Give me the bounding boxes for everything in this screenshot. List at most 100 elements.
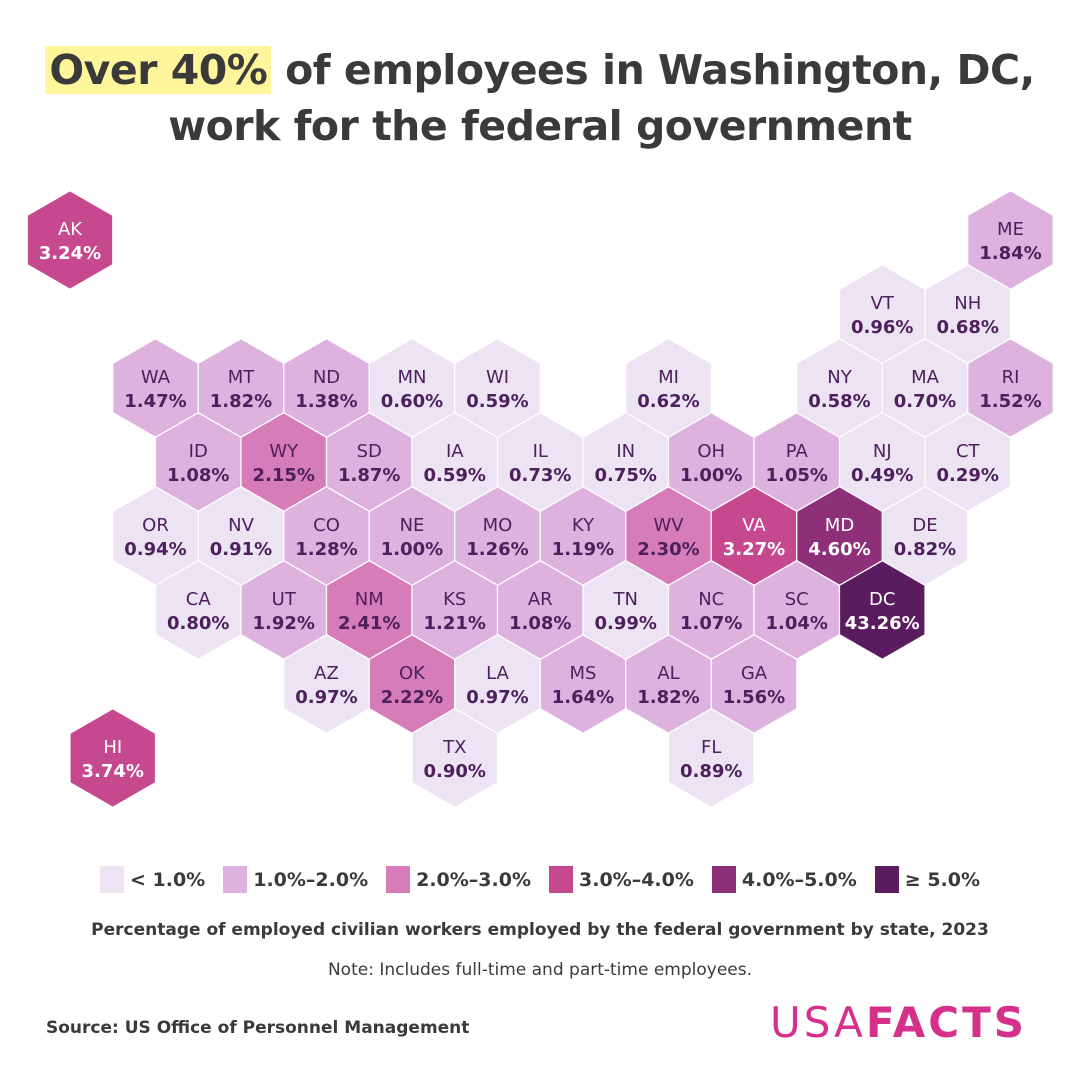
state-tile-dc: DC 43.26% (838, 560, 926, 660)
state-tile-ma: MA 0.70% (881, 338, 969, 438)
state-value: 4.60% (808, 539, 870, 560)
state-abbr: RI (1002, 367, 1020, 388)
logo-part2: FACTS (865, 998, 1028, 1047)
state-abbr: MA (911, 367, 940, 388)
state-value: 1.87% (338, 465, 400, 486)
state-value: 1.38% (295, 391, 357, 412)
state-tile-nd: ND 1.38% (283, 338, 370, 438)
title-line1: of employees in Washington, DC, (271, 46, 1035, 94)
state-tile-nv: NV 0.91% (197, 486, 285, 586)
title-highlight: Over 40% (45, 46, 272, 94)
legend-item: < 1.0% (99, 866, 205, 893)
state-abbr: IA (446, 441, 464, 462)
state-value: 0.49% (851, 465, 913, 486)
state-abbr: CA (186, 589, 212, 610)
state-abbr: WY (269, 441, 299, 462)
state-abbr: IL (533, 441, 548, 462)
state-abbr: MI (658, 367, 679, 388)
state-tile-id: ID 1.08% (154, 412, 242, 512)
state-abbr: MD (825, 515, 854, 536)
state-value: 0.96% (851, 317, 913, 338)
state-value: 1.64% (552, 687, 614, 708)
state-tile-ri: RI 1.52% (967, 338, 1054, 438)
legend-swatch (549, 866, 573, 893)
legend-item: 2.0%–3.0% (386, 866, 531, 893)
state-abbr: NJ (873, 441, 892, 462)
state-tile-wa: WA 1.47% (112, 338, 199, 438)
state-tile-oh: OH 1.00% (667, 412, 755, 512)
state-abbr: OK (399, 663, 426, 684)
chart-note: Note: Includes full-time and part-time e… (327, 960, 753, 980)
state-abbr: WI (486, 367, 509, 388)
state-tile-pa: PA 1.05% (753, 412, 841, 512)
state-abbr: IN (616, 441, 635, 462)
state-abbr: DE (912, 515, 937, 536)
legend-label: 4.0%–5.0% (741, 868, 857, 891)
state-tile-il: IL 0.73% (496, 412, 584, 512)
state-value: 1.82% (637, 687, 699, 708)
state-tile-ks: KS 1.21% (411, 560, 499, 660)
state-abbr: ME (997, 219, 1024, 240)
state-abbr: UT (272, 589, 297, 610)
state-abbr: VA (742, 515, 766, 536)
state-value: 1.56% (723, 687, 785, 708)
legend-label: 3.0%–4.0% (579, 868, 694, 891)
state-value: 2.22% (381, 687, 443, 708)
usafacts-logo: USAFACTS (770, 998, 1027, 1047)
chart-title: Over 40% of employees in Washington, DC,… (0, 42, 1080, 154)
state-tile-ia: IA 0.59% (411, 412, 499, 512)
state-tile-al: AL 1.82% (625, 634, 712, 734)
state-tile-ca: CA 0.80% (154, 560, 242, 660)
state-tile-va: VA 3.27% (710, 486, 798, 586)
legend-item: 1.0%–2.0% (223, 866, 368, 893)
state-tile-ct: CT 0.29% (924, 412, 1012, 512)
state-abbr: CT (956, 441, 981, 462)
state-abbr: WV (653, 515, 684, 536)
state-tile-ut: UT 1.92% (240, 560, 328, 660)
state-value: 1.82% (210, 391, 272, 412)
state-tile-tx: TX 0.90% (411, 708, 499, 808)
state-abbr: SC (785, 589, 809, 610)
legend-swatch (874, 866, 899, 893)
state-abbr: NC (698, 589, 724, 610)
state-abbr: ID (189, 441, 208, 462)
state-abbr: FL (701, 737, 721, 758)
state-value: 1.07% (680, 613, 742, 634)
state-tile-ok: OK 2.22% (368, 634, 456, 734)
state-tile-ky: KY 1.19% (539, 486, 627, 586)
state-abbr: AK (58, 219, 83, 240)
legend-label: 1.0%–2.0% (253, 868, 369, 891)
state-abbr: TN (613, 589, 638, 610)
state-tile-co: CO 1.28% (283, 486, 370, 586)
state-value: 1.52% (979, 391, 1041, 412)
state-value: 3.27% (723, 539, 785, 560)
state-abbr: NE (400, 515, 425, 536)
state-abbr: TX (442, 737, 466, 758)
state-abbr: MS (570, 663, 597, 684)
state-value: 1.00% (381, 539, 443, 560)
state-value: 0.99% (595, 613, 657, 634)
state-tile-ga: GA 1.56% (710, 634, 798, 734)
legend-swatch (223, 866, 248, 893)
state-abbr: LA (486, 663, 509, 684)
state-abbr: NM (355, 589, 384, 610)
state-value: 0.59% (466, 391, 528, 412)
state-value: 1.84% (979, 243, 1041, 264)
state-value: 2.41% (338, 613, 400, 634)
state-value: 0.70% (894, 391, 956, 412)
state-abbr: OH (697, 441, 725, 462)
state-value: 0.90% (424, 761, 486, 782)
hex-shape (838, 560, 926, 660)
state-abbr: NH (954, 293, 981, 314)
state-value: 1.08% (167, 465, 229, 486)
state-value: 1.04% (766, 613, 828, 634)
state-tile-mi: MI 0.62% (625, 338, 712, 438)
legend-item: 4.0%–5.0% (711, 866, 857, 893)
hex-shape (667, 708, 755, 808)
state-value: 0.62% (637, 391, 699, 412)
chart-subtitle: Percentage of employed civilian workers … (91, 920, 989, 940)
state-value: 0.60% (381, 391, 443, 412)
state-abbr: PA (786, 441, 809, 462)
state-value: 0.68% (937, 317, 999, 338)
